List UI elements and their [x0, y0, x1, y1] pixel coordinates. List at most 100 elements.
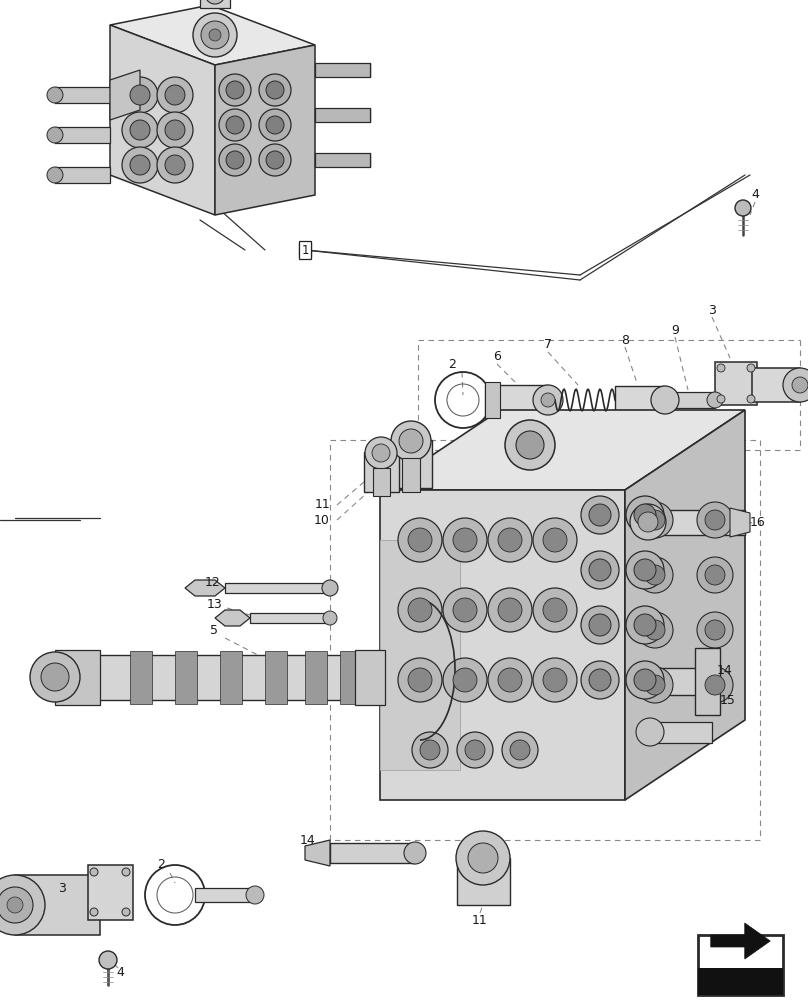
- Circle shape: [157, 112, 193, 148]
- Circle shape: [408, 598, 432, 622]
- Circle shape: [201, 21, 229, 49]
- Polygon shape: [55, 167, 110, 183]
- Polygon shape: [130, 651, 152, 704]
- Polygon shape: [315, 108, 370, 122]
- Circle shape: [408, 668, 432, 692]
- Circle shape: [645, 565, 665, 585]
- Polygon shape: [380, 410, 745, 490]
- Circle shape: [399, 429, 423, 453]
- Text: 2: 2: [157, 858, 165, 871]
- Polygon shape: [457, 858, 510, 905]
- Circle shape: [498, 528, 522, 552]
- Circle shape: [589, 614, 611, 636]
- Circle shape: [589, 559, 611, 581]
- Circle shape: [122, 112, 158, 148]
- Circle shape: [226, 151, 244, 169]
- Circle shape: [651, 386, 679, 414]
- Polygon shape: [380, 540, 460, 770]
- Polygon shape: [250, 613, 330, 623]
- Text: 5: 5: [210, 624, 218, 637]
- Circle shape: [219, 109, 251, 141]
- Circle shape: [505, 420, 555, 470]
- Bar: [88, 865, 133, 920]
- Circle shape: [581, 496, 619, 534]
- Text: 3: 3: [708, 304, 716, 316]
- Circle shape: [47, 127, 63, 143]
- Polygon shape: [110, 25, 215, 215]
- Polygon shape: [225, 583, 330, 593]
- Polygon shape: [730, 508, 750, 537]
- Circle shape: [705, 510, 725, 530]
- Circle shape: [365, 437, 397, 469]
- Circle shape: [697, 502, 733, 538]
- Circle shape: [533, 658, 577, 702]
- Circle shape: [634, 614, 656, 636]
- Circle shape: [735, 200, 751, 216]
- Text: 7: 7: [544, 338, 552, 352]
- Circle shape: [543, 668, 567, 692]
- Circle shape: [543, 528, 567, 552]
- Circle shape: [99, 951, 117, 969]
- Circle shape: [543, 598, 567, 622]
- Polygon shape: [373, 468, 390, 496]
- Polygon shape: [711, 923, 770, 959]
- Polygon shape: [55, 127, 110, 143]
- Text: 3: 3: [58, 882, 66, 894]
- Circle shape: [443, 518, 487, 562]
- Polygon shape: [380, 490, 625, 800]
- Circle shape: [130, 120, 150, 140]
- Circle shape: [637, 667, 673, 703]
- Polygon shape: [110, 5, 315, 65]
- Circle shape: [90, 868, 98, 876]
- Circle shape: [7, 897, 23, 913]
- Circle shape: [626, 496, 664, 534]
- Circle shape: [157, 147, 193, 183]
- Circle shape: [266, 151, 284, 169]
- Polygon shape: [752, 368, 800, 402]
- Polygon shape: [330, 843, 415, 863]
- Polygon shape: [215, 45, 315, 215]
- Circle shape: [0, 887, 33, 923]
- Circle shape: [634, 504, 656, 526]
- Circle shape: [634, 559, 656, 581]
- Circle shape: [420, 740, 440, 760]
- Circle shape: [130, 155, 150, 175]
- Circle shape: [516, 431, 544, 459]
- Circle shape: [533, 385, 563, 415]
- Bar: [390, 440, 432, 488]
- Circle shape: [533, 518, 577, 562]
- Circle shape: [747, 395, 755, 403]
- Circle shape: [468, 843, 498, 873]
- Circle shape: [637, 502, 673, 538]
- Circle shape: [626, 551, 664, 589]
- Polygon shape: [265, 651, 287, 704]
- Circle shape: [122, 147, 158, 183]
- Circle shape: [90, 908, 98, 916]
- Circle shape: [122, 77, 158, 113]
- Circle shape: [792, 377, 808, 393]
- Circle shape: [453, 668, 477, 692]
- Text: 1: 1: [301, 245, 309, 255]
- Polygon shape: [648, 510, 745, 535]
- Bar: [364, 452, 399, 492]
- Circle shape: [443, 588, 487, 632]
- Polygon shape: [315, 153, 370, 167]
- Text: 8: 8: [621, 334, 629, 347]
- Circle shape: [259, 144, 291, 176]
- Circle shape: [541, 393, 555, 407]
- Polygon shape: [402, 458, 420, 492]
- Circle shape: [246, 886, 264, 904]
- Text: 2: 2: [448, 359, 456, 371]
- Circle shape: [581, 661, 619, 699]
- Circle shape: [122, 868, 130, 876]
- Polygon shape: [15, 875, 100, 935]
- Polygon shape: [195, 888, 255, 902]
- Circle shape: [626, 606, 664, 644]
- Circle shape: [645, 510, 665, 530]
- Circle shape: [645, 620, 665, 640]
- Circle shape: [47, 167, 63, 183]
- Circle shape: [122, 908, 130, 916]
- Circle shape: [412, 732, 448, 768]
- Circle shape: [193, 13, 237, 57]
- Circle shape: [209, 29, 221, 41]
